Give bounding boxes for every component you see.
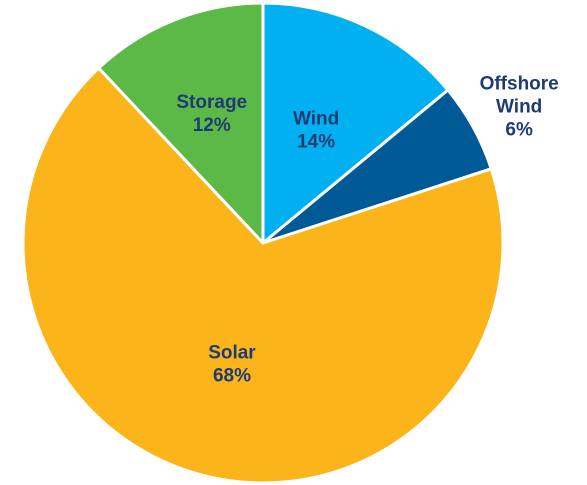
pie-label-storage: Storage 12% xyxy=(176,92,247,136)
pie-label-line: 6% xyxy=(505,120,533,141)
pie-label-offshore-wind: Offshore Wind 6% xyxy=(480,74,559,141)
pie-label-line: Offshore xyxy=(480,74,559,95)
pie-label-line: 14% xyxy=(297,132,335,153)
pie-slice-storage xyxy=(97,1,265,245)
pie-labels: Wind 14%Offshore Wind 6%Solar 68%Storage 12% xyxy=(176,74,558,387)
pie-label-wind: Wind 14% xyxy=(293,109,339,153)
pie-label-line: Wind xyxy=(496,97,542,118)
pie-label-line: 68% xyxy=(213,365,251,386)
pie-label-line: Wind xyxy=(293,109,339,130)
pie-label-line: 12% xyxy=(193,115,231,136)
pie-slice-solar xyxy=(21,66,505,485)
pie-slice-wind xyxy=(261,1,450,245)
pie-slices xyxy=(21,1,505,485)
pie-label-line: Solar xyxy=(208,342,256,363)
pie-label-line: Storage xyxy=(176,92,247,113)
pie-label-solar: Solar 68% xyxy=(208,342,256,386)
